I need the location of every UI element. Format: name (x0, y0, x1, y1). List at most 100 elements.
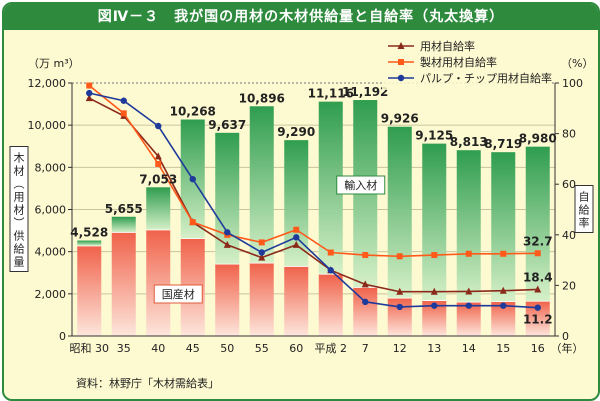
x-tick-label: 平成 2 (315, 342, 348, 355)
line-point (361, 280, 369, 288)
bar-total-label: 7,053 (139, 172, 177, 186)
line-point (465, 250, 472, 257)
bar-import (456, 150, 481, 303)
source-note: 資料：林野庁「木材需給表」 (76, 376, 219, 390)
line-point (86, 82, 93, 89)
domestic-label-group: 国産材 (153, 284, 203, 304)
line-point (189, 175, 196, 183)
bar-import (77, 240, 102, 246)
line-point (258, 239, 265, 246)
legend-marker (397, 42, 405, 49)
bar-total-label: 5,655 (105, 202, 143, 216)
line-point (258, 249, 265, 256)
legend-label: 製材用材自給率 (420, 55, 497, 69)
x-tick-label: 16 (531, 342, 545, 355)
line-point (431, 302, 438, 309)
x-tick-label: 55 (255, 342, 269, 355)
left-tick-label: 12,000 (28, 77, 67, 90)
bar-import (249, 106, 274, 264)
import-label-group: 輸入材 (336, 175, 386, 195)
line-point (189, 219, 196, 226)
x-tick-label: 12 (393, 342, 407, 355)
legend-bg (382, 36, 552, 90)
line-point (534, 250, 541, 257)
line-point (362, 298, 369, 306)
bar-domestic (318, 274, 343, 336)
bar-import (422, 143, 447, 301)
bar-import (491, 152, 516, 302)
line-point (396, 303, 403, 311)
left-axis-unit: （万 m³） (28, 57, 80, 70)
bar-import (387, 126, 412, 299)
bar-total-label: 10,268 (170, 105, 216, 119)
legend-label: パルプ・チップ用材自給率 (420, 71, 552, 85)
x-tick-label: 45 (186, 342, 200, 355)
domestic-label-box (153, 284, 203, 304)
line-series (88, 97, 538, 293)
line-point (465, 302, 472, 309)
bar-domestic (284, 266, 309, 336)
bar-import (525, 146, 550, 302)
bar-total-label: 8,719 (484, 137, 522, 151)
line-point (500, 302, 507, 309)
x-tick-label: 昭和 30 (70, 342, 110, 355)
line-point (223, 240, 231, 248)
right-tick-label: 0 (562, 330, 569, 343)
x-axis-unit: （年） (551, 341, 584, 355)
line-point (155, 122, 162, 130)
import-label: 輸入材 (344, 178, 377, 192)
bar-total-label: 9,637 (208, 118, 246, 132)
line-point (120, 110, 127, 117)
line-point (120, 97, 127, 104)
line-point (293, 226, 300, 233)
import-label-box (336, 175, 386, 195)
right-axis-unit: （%） (561, 57, 593, 70)
right-tick-label: 40 (562, 229, 576, 242)
line-point (499, 286, 507, 294)
line-point (362, 252, 369, 259)
right-tick-label: 80 (562, 128, 576, 141)
line-point (258, 253, 266, 261)
line-point (534, 285, 542, 293)
bar-domestic (77, 245, 102, 336)
line-point (86, 89, 93, 97)
line-series (89, 92, 538, 309)
bar-total-label: 9,926 (381, 112, 419, 126)
x-tick-label: 35 (117, 342, 131, 355)
line-end-label: 11.2 (523, 313, 553, 327)
chart-title: 図Ⅳ－３ 我が国の用材の木材供給量と自給率（丸太換算） (4, 4, 598, 30)
line-point (431, 252, 438, 259)
line-point (292, 240, 300, 248)
x-tick-label: 14 (462, 342, 476, 355)
right-tick-label: 20 (562, 279, 576, 292)
x-tick-label: 50 (220, 342, 234, 355)
line-point (155, 160, 162, 167)
x-tick-label: 40 (151, 342, 165, 355)
line-point (85, 94, 93, 102)
left-axis-title: 木材︵用材︶供給量 (14, 152, 25, 269)
legend-marker (398, 59, 404, 65)
bar-import (111, 216, 136, 233)
x-tick-label: 60 (289, 342, 303, 355)
left-tick-label: 2,000 (35, 288, 67, 301)
left-tick-label: 8,000 (35, 161, 67, 174)
bar-total-label: 11,116 (308, 87, 354, 101)
line-point (534, 304, 541, 311)
line-end-label: 18.4 (523, 270, 553, 284)
bar-import (146, 187, 171, 230)
line-point (327, 267, 334, 274)
bar-total-label: 8,980 (519, 132, 557, 146)
line-point (224, 229, 231, 236)
bar-domestic (146, 229, 171, 336)
line-end-label: 32.7 (523, 234, 553, 248)
bar-total-label: 9,290 (277, 125, 315, 139)
line-point (500, 250, 507, 257)
line-point (430, 287, 438, 295)
bar-domestic (215, 264, 240, 336)
line-point (396, 253, 403, 260)
right-axis-title: 自給率 (579, 191, 590, 230)
left-tick-label: 0 (59, 330, 66, 343)
line-series (88, 84, 538, 258)
left-tick-label: 4,000 (35, 246, 67, 259)
right-tick-label: 60 (562, 178, 576, 191)
